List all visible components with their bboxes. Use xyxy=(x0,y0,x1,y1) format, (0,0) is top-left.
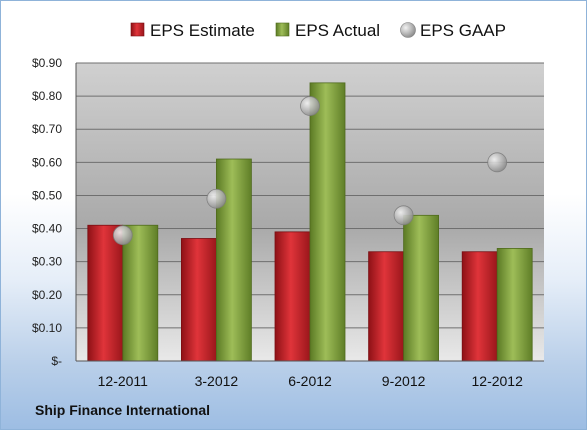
y-axis: $- $0.10 $0.20 $0.30 $0.40 $0.50 $0.60 $0.70 $0.… xyxy=(32,56,77,368)
y-tick-label: $0.80 xyxy=(32,89,62,103)
legend-swatch-estimate xyxy=(130,22,145,37)
legend-label: EPS GAAP xyxy=(420,21,506,40)
eps-estimate-bar xyxy=(180,238,217,362)
legend-label: EPS Estimate xyxy=(150,21,255,40)
x-tick-label: 9-2012 xyxy=(382,373,426,389)
eps-actual-bar xyxy=(403,214,440,362)
eps-gaap-marker xyxy=(112,225,133,246)
x-tick-label: 3-2012 xyxy=(195,373,239,389)
eps-actual-bar xyxy=(122,224,159,362)
y-tick-label: $0.10 xyxy=(32,321,62,335)
x-axis: 12-2011 3-2012 6-2012 9-2012 12-2012 xyxy=(76,360,544,389)
y-tick-label: $- xyxy=(51,354,62,368)
legend-swatch-gaap xyxy=(400,22,416,38)
eps-gaap-marker xyxy=(487,152,508,173)
y-tick-label: $0.60 xyxy=(32,155,62,169)
y-tick-label: $0.70 xyxy=(32,122,62,136)
y-tick-label: $0.40 xyxy=(32,222,62,236)
eps-gaap-marker xyxy=(393,205,414,226)
bars xyxy=(87,82,533,362)
eps-estimate-bar xyxy=(87,224,124,362)
eps-actual-bar xyxy=(215,158,252,362)
x-tick-label: 12-2011 xyxy=(98,373,149,389)
y-tick-label: $0.30 xyxy=(32,255,62,269)
legend-swatch-actual xyxy=(275,22,290,37)
eps-estimate-bar xyxy=(461,251,498,362)
legend: EPS Estimate EPS Actual EPS GAAP xyxy=(130,21,506,40)
x-tick-label: 12-2012 xyxy=(472,373,524,389)
eps-gaap-marker xyxy=(300,96,320,116)
y-tick-label: $0.90 xyxy=(32,56,62,70)
y-tick-label: $0.50 xyxy=(32,188,62,202)
legend-label: EPS Actual xyxy=(295,21,380,40)
eps-estimate-bar xyxy=(368,251,405,362)
eps-gaap-marker xyxy=(206,188,227,209)
eps-estimate-bar xyxy=(274,231,311,362)
gaap-markers xyxy=(112,96,508,246)
eps-actual-bar xyxy=(496,248,533,362)
y-tick-label: $0.20 xyxy=(32,288,62,302)
x-tick-label: 6-2012 xyxy=(288,373,332,389)
company-name: Ship Finance International xyxy=(35,402,211,418)
eps-actual-bar xyxy=(309,82,346,362)
